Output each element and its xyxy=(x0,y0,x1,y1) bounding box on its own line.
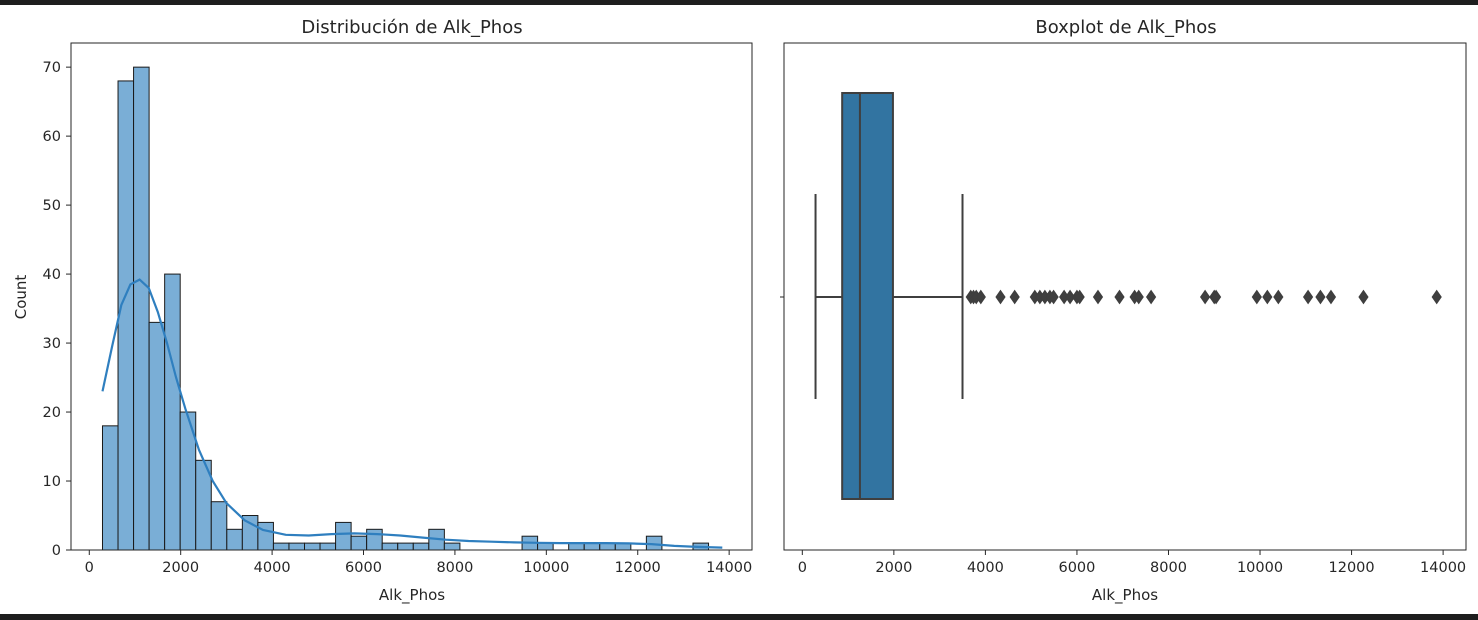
histogram-y-tick-label: 10 xyxy=(43,474,61,490)
boxplot-x-tick-label: 8000 xyxy=(1150,560,1187,576)
histogram-y-tick-label: 70 xyxy=(43,60,61,76)
outlier-point xyxy=(1048,289,1059,305)
histogram-title: Distribución de Alk_Phos xyxy=(301,17,522,38)
histogram-y-tick-label: 30 xyxy=(43,336,61,352)
histogram-bars xyxy=(101,66,710,551)
outlier-point xyxy=(1092,289,1104,305)
outlier-point xyxy=(1251,289,1262,305)
outlier-point xyxy=(1145,289,1157,305)
histogram-y-tick-label: 20 xyxy=(43,405,61,421)
boxplot-panel: Boxplot de Alk_Phos 0 2000 4000 6000 8000 100… xyxy=(780,17,1467,605)
boxplot-x-tick-label: 12000 xyxy=(1329,560,1375,576)
outlier-point xyxy=(975,289,986,305)
histogram-bar xyxy=(537,542,554,551)
histogram-bar xyxy=(226,528,243,551)
histogram-bar xyxy=(443,542,461,551)
boxplot-x-tick-label: 10000 xyxy=(1237,560,1283,576)
histogram-x-tick-label: 2000 xyxy=(162,560,199,576)
outlier-point xyxy=(1133,289,1144,305)
histogram-bar xyxy=(133,66,150,551)
histogram-x-tick-label: 6000 xyxy=(345,560,382,576)
histogram-x-ticks: 0 2000 4000 6000 8000 10000 12000 14000 xyxy=(85,550,752,576)
histogram-bar xyxy=(101,425,119,551)
histogram-bar xyxy=(257,521,274,551)
histogram-bar xyxy=(412,542,430,551)
outlier-point xyxy=(995,289,1006,305)
window-top-border xyxy=(0,0,1478,5)
histogram-bar xyxy=(366,528,383,551)
outlier-point xyxy=(1262,289,1273,305)
boxplot-x-tick-label: 0 xyxy=(798,560,807,576)
histogram-bar xyxy=(288,542,306,551)
histogram-bar xyxy=(117,80,135,551)
histogram-bar xyxy=(397,542,414,551)
outlier-point xyxy=(1114,289,1125,305)
outlier-point xyxy=(1210,289,1222,305)
histogram-bar xyxy=(381,542,399,551)
histogram-y-tick-label: 50 xyxy=(43,198,61,214)
histogram-bar xyxy=(210,501,228,551)
boxplot-x-tick-label: 2000 xyxy=(875,560,912,576)
boxplot-x-tick-label: 4000 xyxy=(967,560,1004,576)
histogram-x-tick-label: 10000 xyxy=(523,560,569,576)
histogram-panel: Distribución de Alk_Phos 0 2000 4000 6000 80… xyxy=(12,17,753,605)
boxplot-x-ticks: 0 2000 4000 6000 8000 10000 12000 14000 xyxy=(798,550,1466,576)
histogram-y-tick-label: 40 xyxy=(43,267,61,283)
window-bottom-border xyxy=(0,614,1478,620)
histogram-y-tick-label: 0 xyxy=(52,543,61,559)
histogram-y-ticks: 0 10 20 30 40 50 60 70 xyxy=(43,60,71,559)
boxplot-x-label: Alk_Phos xyxy=(1092,586,1158,605)
outlier-point xyxy=(1064,289,1076,305)
interquartile-box xyxy=(841,92,894,500)
histogram-axes-frame xyxy=(70,42,753,551)
histogram-bar xyxy=(164,273,181,551)
boxplot-x-tick-label: 14000 xyxy=(1420,560,1466,576)
outlier-point xyxy=(1199,289,1211,305)
outlier-point xyxy=(1009,289,1020,305)
outlier-point xyxy=(1273,289,1284,305)
histogram-x-tick-label: 12000 xyxy=(615,560,661,576)
histogram-y-label: Count xyxy=(12,275,30,320)
outlier-point xyxy=(1431,289,1442,305)
histogram-x-tick-label: 0 xyxy=(85,560,94,576)
histogram-bar xyxy=(148,321,166,551)
boxplot-elements xyxy=(814,92,964,500)
outlier-point xyxy=(1315,289,1326,305)
histogram-x-label: Alk_Phos xyxy=(379,586,445,605)
boxplot-x-tick-label: 6000 xyxy=(1058,560,1095,576)
outlier-point xyxy=(1358,289,1369,305)
outlier-point xyxy=(1325,289,1337,305)
kde-curve xyxy=(101,278,723,549)
histogram-bar xyxy=(335,521,352,551)
histogram-bar xyxy=(272,542,290,551)
boxplot-axes-frame xyxy=(783,42,1467,551)
outlier-point xyxy=(1302,289,1314,305)
histogram-bar xyxy=(350,535,368,551)
histogram-x-tick-label: 4000 xyxy=(254,560,291,576)
outlier-point xyxy=(1074,289,1085,305)
histogram-bar xyxy=(304,542,321,551)
histogram-bar xyxy=(319,542,337,551)
boxplot-outliers xyxy=(965,289,1442,305)
boxplot-title: Boxplot de Alk_Phos xyxy=(1035,17,1216,38)
histogram-x-tick-label: 14000 xyxy=(706,560,752,576)
histogram-y-tick-label: 60 xyxy=(43,129,61,145)
histogram-x-tick-label: 8000 xyxy=(436,560,473,576)
